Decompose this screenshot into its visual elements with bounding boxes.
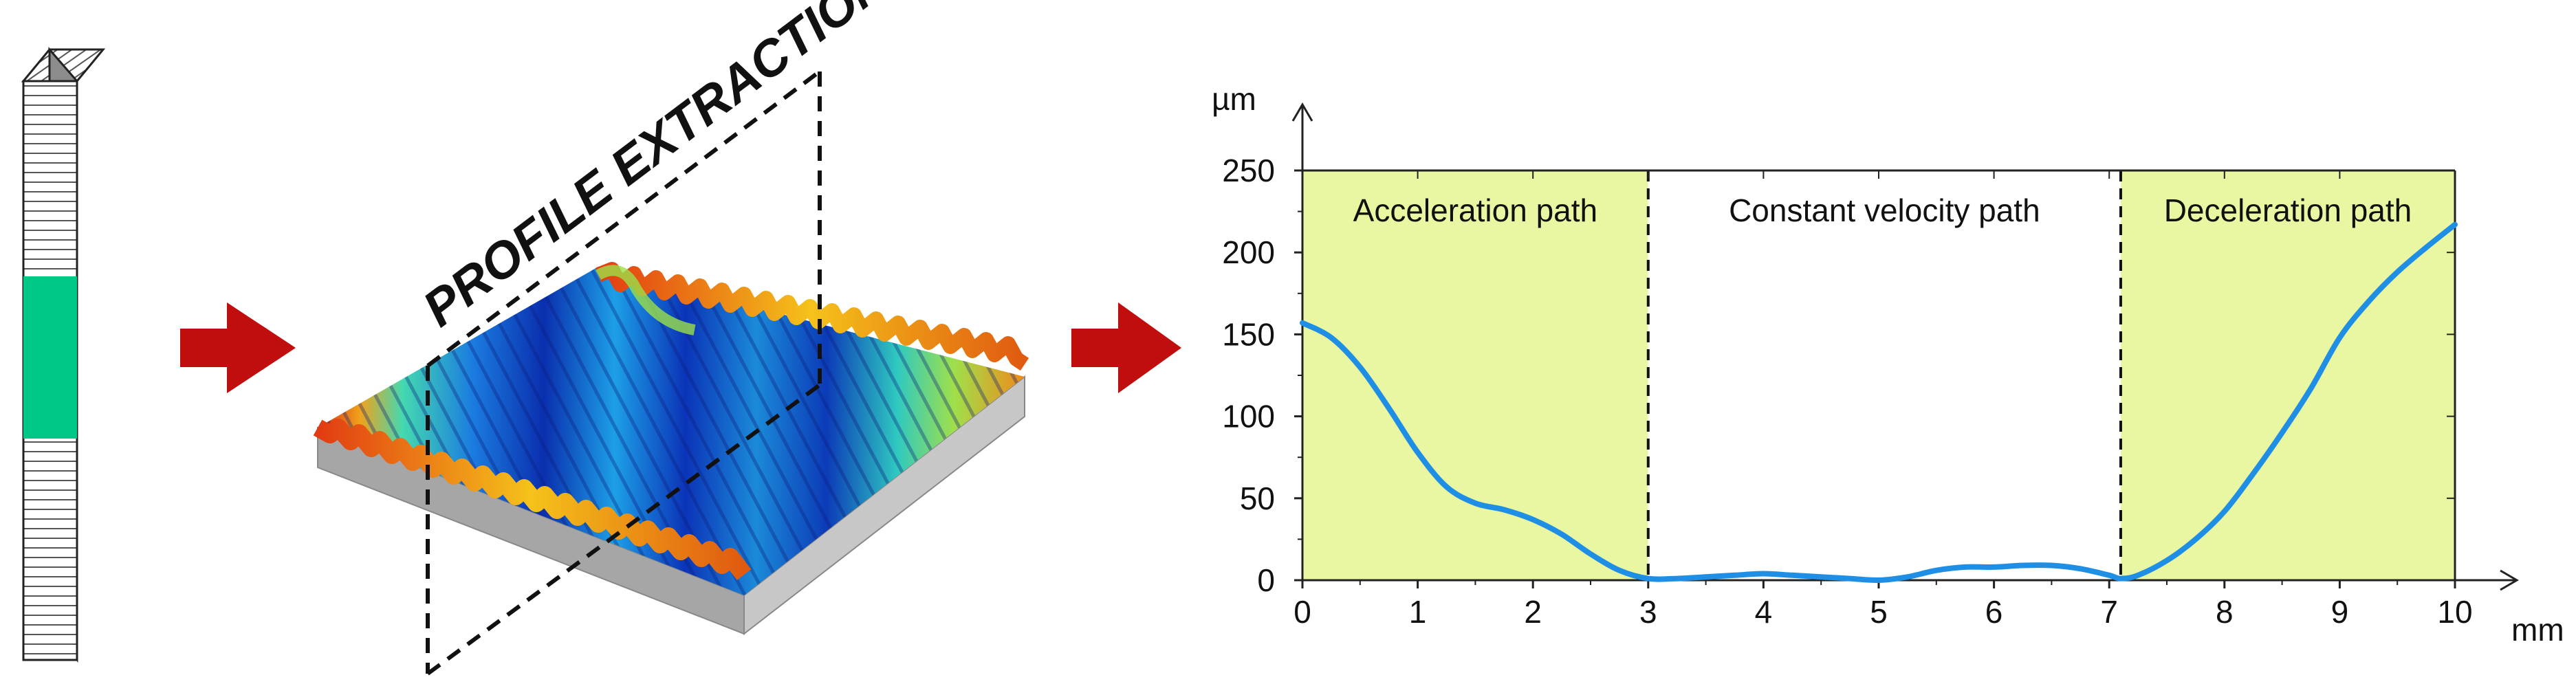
arrow-right-icon: [180, 302, 296, 393]
region-1: [1648, 170, 2121, 580]
y-tick-label: 100: [1222, 399, 1275, 434]
x-tick-label: 6: [1985, 594, 2003, 630]
stacked-block: [21, 46, 106, 663]
x-tick-label: 1: [1409, 594, 1427, 630]
arrow-right-icon: [1071, 302, 1181, 393]
x-tick-label: 8: [2216, 594, 2234, 630]
surface-top-waves: [318, 267, 1025, 595]
y-axis-unit: µm: [1212, 81, 1256, 117]
x-tick-label: 9: [2331, 594, 2349, 630]
y-tick-label: 150: [1222, 316, 1275, 352]
y-tick-label: 0: [1257, 562, 1275, 598]
region-label: Constant velocity path: [1729, 192, 2040, 228]
y-tick-label: 200: [1222, 234, 1275, 270]
region-0: [1302, 170, 1648, 580]
x-tick-label: 7: [2100, 594, 2118, 630]
x-tick-label: 5: [1870, 594, 1888, 630]
series-line-0: [1300, 221, 2458, 584]
surface-front-ridge: [313, 419, 752, 580]
x-tick-label: 4: [1755, 594, 1773, 630]
x-tick-label: 2: [1524, 594, 1542, 630]
surface-illustration: PROFILE EXTRACTION: [313, 0, 1029, 676]
x-axis-arrow-icon: [2500, 569, 2519, 591]
region-labels: Acceleration path Constant velocity path D…: [1353, 192, 2412, 228]
region-label: Acceleration path: [1353, 192, 1597, 228]
cutting-plane: [426, 69, 822, 676]
y-tick-label: 50: [1240, 481, 1275, 516]
surface-back-ridge: [595, 262, 1029, 371]
y-axis-arrow-icon: [1291, 102, 1313, 122]
x-axis-unit: mm: [2511, 612, 2564, 648]
series-layer: [1300, 221, 2458, 584]
surface-bump: [596, 265, 696, 335]
region-2: [2120, 170, 2455, 580]
y-tick-label: 250: [1222, 153, 1275, 188]
block-highlight-band: [23, 276, 77, 439]
x-tick-label: 3: [1639, 594, 1657, 630]
region-dividers: [1646, 170, 2122, 580]
region-label: Deceleration path: [2164, 192, 2412, 228]
chart-regions: [1302, 170, 2455, 580]
x-tick-label: 10: [2437, 594, 2472, 630]
x-tick-label: 0: [1294, 594, 1311, 630]
